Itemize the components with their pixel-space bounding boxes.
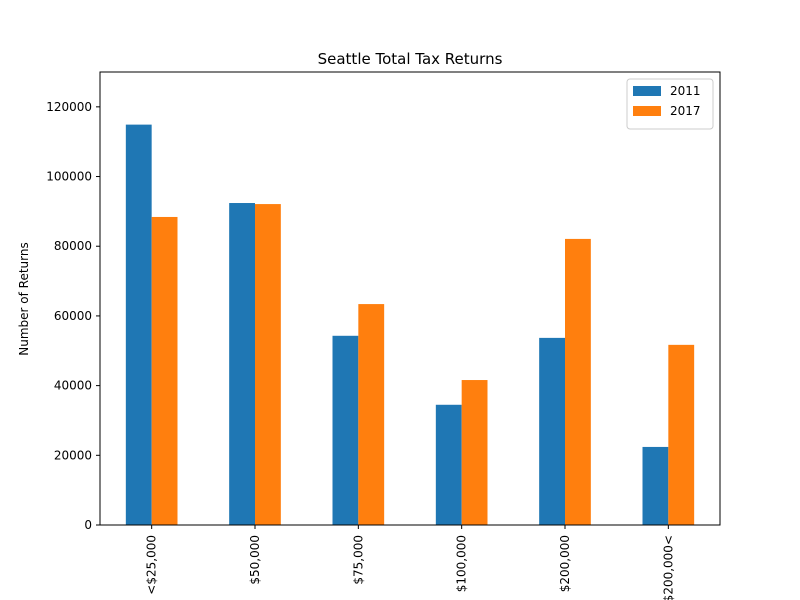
legend-swatch-2011 [633,86,661,96]
x-tick-label-2: $75,000 [351,535,365,585]
bar-2017-2 [358,304,385,525]
x-tick-label-3: $100,000 [455,535,469,592]
y-tick-label-0: 0 [84,518,92,532]
bar-2011-3 [435,404,462,525]
x-tick-label-1: $50,000 [248,535,262,585]
bar-2017-1 [255,204,281,525]
y-tick-label-4: 80000 [54,239,92,253]
y-tick-label-1: 20000 [54,448,92,462]
legend-swatch-2017 [633,106,661,116]
bar-2011-2 [332,335,359,525]
y-tick-label-3: 60000 [54,309,92,323]
bar-2017-5 [668,344,695,525]
bar-2017-4 [565,238,591,525]
x-tick-label-0: <$25,000 [145,535,159,595]
y-tick-label-2: 40000 [54,379,92,393]
bar-2011-0 [125,124,152,526]
bar-2017-3 [461,380,488,525]
plot-area [99,71,721,526]
legend-label-2011: 2011 [670,84,701,98]
y-tick-label-6: 120000 [46,100,92,114]
y-axis: 0 20000 40000 60000 80000 100000 120000 [46,100,100,532]
bar-2011-4 [539,337,565,525]
bar-2011-5 [642,446,669,525]
plot-frame [99,71,721,526]
legend: 2011 2017 [626,78,714,130]
x-axis: <$25,000 $50,000 $75,000 $100,000 $200,000 $2… [145,525,675,600]
y-tick-label-5: 100000 [46,170,92,184]
bar-2017-0 [151,216,178,525]
bar-2011-1 [229,203,255,525]
y-axis-label: Number of Returns [17,242,31,355]
x-tick-label-4: $200,000 [558,535,572,592]
chart-title: Seattle Total Tax Returns [318,50,503,68]
x-tick-label-5: $200,000< [661,535,675,600]
legend-label-2017: 2017 [670,104,701,118]
